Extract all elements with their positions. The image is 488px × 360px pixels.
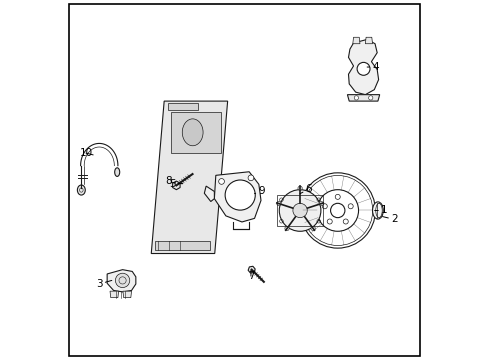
Text: 1: 1 (374, 206, 387, 216)
Text: 8: 8 (165, 176, 175, 186)
Polygon shape (107, 270, 136, 292)
Text: 2: 2 (382, 215, 397, 224)
Polygon shape (172, 181, 180, 190)
Ellipse shape (182, 119, 203, 146)
Circle shape (115, 273, 129, 288)
Circle shape (319, 202, 323, 206)
Circle shape (279, 190, 320, 231)
Polygon shape (170, 112, 221, 153)
Text: 10: 10 (79, 148, 93, 158)
Circle shape (292, 203, 306, 218)
Ellipse shape (77, 185, 85, 195)
Text: 9: 9 (254, 186, 264, 197)
Text: 6: 6 (300, 184, 312, 194)
Circle shape (356, 62, 369, 75)
Circle shape (276, 202, 281, 206)
Ellipse shape (115, 168, 120, 176)
Text: 3: 3 (96, 279, 112, 289)
Polygon shape (204, 186, 214, 202)
Polygon shape (155, 241, 210, 250)
Polygon shape (352, 37, 359, 44)
Polygon shape (214, 172, 261, 222)
Circle shape (353, 96, 358, 100)
Circle shape (297, 186, 302, 190)
Circle shape (310, 226, 315, 231)
Circle shape (368, 96, 372, 100)
Polygon shape (151, 101, 227, 253)
Polygon shape (110, 291, 119, 298)
Polygon shape (122, 291, 131, 298)
Text: 4: 4 (366, 62, 378, 72)
Circle shape (218, 179, 224, 184)
Polygon shape (348, 40, 378, 95)
Circle shape (247, 175, 253, 181)
Polygon shape (365, 37, 372, 44)
Ellipse shape (372, 202, 383, 219)
Text: 7: 7 (247, 270, 254, 281)
Text: 5: 5 (168, 179, 183, 189)
Polygon shape (168, 103, 198, 110)
Polygon shape (247, 266, 255, 273)
Circle shape (224, 180, 255, 210)
Circle shape (285, 226, 288, 231)
Polygon shape (346, 95, 379, 101)
